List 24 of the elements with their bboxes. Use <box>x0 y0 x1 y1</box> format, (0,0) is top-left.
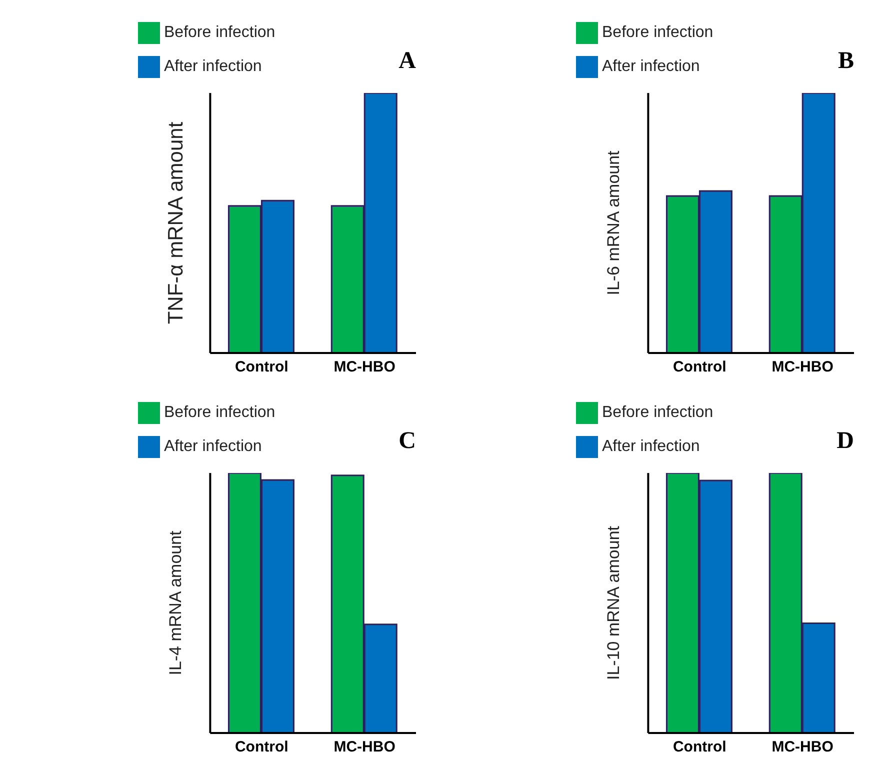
text: B <box>838 48 854 75</box>
legend-label: After infection <box>602 58 700 75</box>
legend-label: Before infection <box>602 404 714 421</box>
y-axis-title: IL-6 mRNA amount <box>604 150 624 296</box>
x-tick-label: MC-HBO <box>772 738 834 756</box>
text: C <box>398 428 416 455</box>
legend-label: After infection <box>164 58 262 75</box>
x-tick-label: MC-HBO <box>334 358 396 376</box>
legend-label: Before infection <box>164 404 276 421</box>
legend-label: Before infection <box>602 24 714 41</box>
x-tick-label: MC-HBO <box>334 738 396 756</box>
x-tick-label: Control <box>672 738 726 756</box>
x-tick-label: MC-HBO <box>772 358 834 376</box>
y-axis-title: IL-10 mRNA amount <box>604 526 624 680</box>
legend-label: After infection <box>602 438 700 455</box>
text: A <box>398 48 416 75</box>
x-tick-label: Control <box>672 358 726 376</box>
x-tick-label: Control <box>234 738 288 756</box>
y-axis-title: TNF-α mRNA amount <box>164 122 188 324</box>
legend-label: Before infection <box>164 24 276 41</box>
x-tick-label: Control <box>234 358 288 376</box>
y-axis-title: IL-4 mRNA amount <box>166 530 186 676</box>
legend-label: After infection <box>164 438 262 455</box>
text: D <box>836 428 854 455</box>
